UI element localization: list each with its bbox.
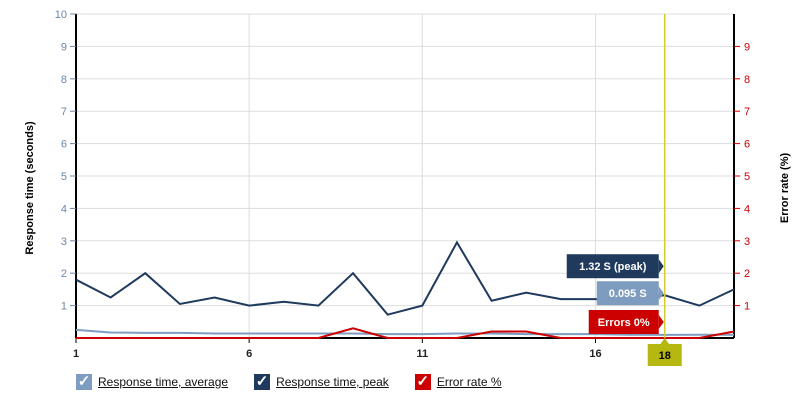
y-tick-label: 1 (61, 301, 67, 313)
y2-tick-label: 9 (744, 41, 750, 53)
tooltip-error-pointer (658, 315, 664, 329)
hover-indicator[interactable]: 18 1.32 S (peak) 0.095 S Errors 0% (566, 14, 682, 366)
hover-x-marker (647, 344, 682, 366)
y2-tick-label: 2 (744, 268, 750, 280)
y2-tick-label: 4 (744, 203, 750, 215)
tooltip-average-box (596, 281, 659, 306)
tooltip-average-pointer (658, 286, 664, 301)
tooltip-peak-text: 1.32 S (peak) (579, 261, 647, 273)
y-tick-label: 7 (61, 106, 67, 118)
y-axis-title: Response time (seconds) (24, 121, 36, 255)
legend-item-error[interactable]: ✓ Error rate % (414, 373, 502, 390)
x-tick-label: 16 (589, 348, 601, 360)
y-tick-label: 10 (55, 9, 67, 21)
series-line-average (75, 328, 734, 336)
checkbox-average-icon[interactable]: ✓ (76, 373, 92, 390)
y2-tick-label: 7 (744, 106, 750, 118)
y-tick-label: 5 (61, 171, 67, 183)
y-tick-label: 6 (61, 139, 67, 151)
tooltip-peak-pointer (658, 259, 664, 274)
y2-tick-label: 6 (744, 139, 750, 151)
x-tick-label: 1 (73, 348, 79, 360)
legend-label-error[interactable]: Error rate % (436, 375, 502, 389)
tooltip-error-box (588, 310, 659, 334)
y-tick-label: 4 (61, 203, 67, 215)
hover-x-marker-arrow (659, 338, 670, 345)
legend-item-average[interactable]: ✓ Response time, average (76, 374, 228, 390)
y2-axis-title: Error rate (%) (779, 153, 791, 224)
y-tick-label: 3 (61, 236, 67, 248)
tooltip-average-text: 0.095 S (609, 288, 647, 300)
y-tick-label: 9 (61, 41, 67, 53)
y-tick-label: 2 (61, 268, 67, 280)
y2-tick-label: 8 (744, 74, 750, 86)
chart-legend: ✓ Response time, average ✓ Response time… (76, 374, 502, 390)
hover-x-label: 18 (659, 350, 671, 362)
x-tick-label: 6 (246, 348, 252, 360)
tooltip-error-text: Errors 0% (598, 317, 650, 329)
y2-tick-label: 1 (744, 301, 750, 313)
x-tick-label: 11 (416, 348, 428, 360)
y2-tick-label: 5 (744, 171, 750, 183)
y-tick-label: 8 (61, 74, 67, 86)
checkbox-error-icon[interactable]: ✓ (414, 373, 431, 390)
series-line-error-rate (76, 327, 735, 339)
legend-label-peak[interactable]: Response time, peak (276, 375, 389, 389)
y2-tick-label: 3 (744, 236, 750, 248)
legend-label-average[interactable]: Response time, average (98, 375, 229, 389)
legend-item-peak[interactable]: ✓ Response time, peak (254, 374, 389, 390)
checkbox-peak-icon[interactable]: ✓ (254, 373, 271, 390)
tooltip-peak-box (566, 254, 659, 279)
